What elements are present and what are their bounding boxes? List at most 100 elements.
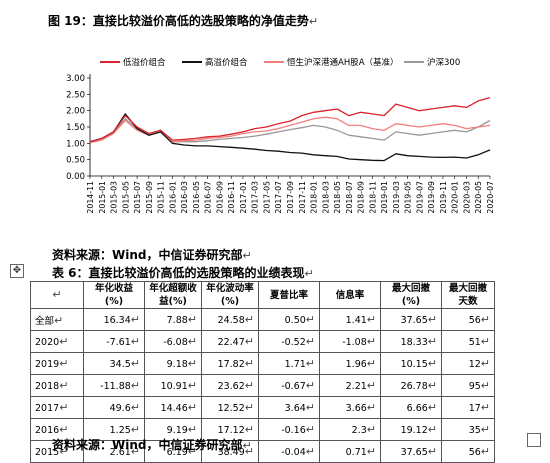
table-cell: 34.5↵ <box>83 352 145 375</box>
paragraph-mark: ↵ <box>308 15 319 28</box>
x-tick-label: 2019-07 <box>415 181 424 214</box>
paragraph-mark: ↵ <box>427 313 437 326</box>
legend-label: 低溢价组合 <box>123 57 166 68</box>
paragraph-mark: ↵ <box>427 357 437 370</box>
x-tick-label: 2016-07 <box>204 181 213 214</box>
table-row: 全部↵ 16.34↵ 7.88↵ 24.58↵ 0.50↵ 1.41↵ 37.65↵ 56↵ <box>30 308 495 331</box>
paragraph-mark: ↵ <box>480 445 490 458</box>
figure-title-text: 图 19：直接比较溢价高低的选股策略的净值走势 <box>48 14 309 28</box>
x-tick-label: 2020-05 <box>474 181 483 214</box>
paragraph-mark: ↵ <box>305 445 315 458</box>
table-cell: 17.82↵ <box>201 352 259 375</box>
paragraph-mark: ↵ <box>305 313 315 326</box>
x-tick-label: 2018-05 <box>333 181 342 214</box>
paragraph-mark: ↵ <box>427 335 437 348</box>
header-max-drawdown: 最大回撤(%) <box>380 281 442 309</box>
table-row: 2020↵ -7.61↵ -6.08↵ 22.47↵ -0.52↵ -1.08↵ 18.33… <box>30 330 495 353</box>
series-line <box>89 118 491 144</box>
y-tick-label: 0.50 <box>66 156 85 166</box>
table-cell: 12↵ <box>441 352 495 375</box>
paragraph-mark: ↵ <box>187 401 197 414</box>
paragraph-mark: ↵ <box>366 357 376 370</box>
table-cell: 24.58↵ <box>201 308 259 331</box>
paragraph-mark: ↵ <box>480 335 490 348</box>
x-tick-label: 2018-01 <box>310 181 319 214</box>
y-tick-label: 2.50 <box>66 90 85 100</box>
table-cell: 51↵ <box>441 330 495 353</box>
paragraph-mark: ↵ <box>244 357 254 370</box>
figure-title: 图 19：直接比较溢价高低的选股策略的净值走势↵ <box>48 12 318 29</box>
table-row: 2016↵ 1.25↵ 9.19↵ 17.12↵ -0.16↵ 2.3↵ 19.12↵ 35↵ <box>30 418 495 441</box>
paragraph-mark: ↵ <box>187 379 197 392</box>
table-row: 2019↵ 34.5↵ 9.18↵ 17.82↵ 1.71↵ 1.96↵ 10.15↵ 12↵ <box>30 352 495 375</box>
table-resize-handle[interactable] <box>527 433 541 447</box>
table-cell: 17↵ <box>441 396 495 419</box>
paragraph-mark: ↵ <box>427 445 437 458</box>
table-cell: 7.88↵ <box>144 308 202 331</box>
legend-label: 高溢价组合 <box>205 57 248 68</box>
x-tick-label: 2018-09 <box>357 181 366 214</box>
paragraph-mark: ↵ <box>305 357 315 370</box>
y-tick-label: 0.00 <box>66 172 85 182</box>
paragraph-mark: ↵ <box>366 445 376 458</box>
x-tick-label: 2015-11 <box>157 181 166 214</box>
table-title-text: 表 6：直接比较溢价高低的选股策略的业绩表现 <box>52 266 305 280</box>
paragraph-mark: ↵ <box>130 357 140 370</box>
paragraph-mark: ↵ <box>130 423 140 436</box>
paragraph-mark: ↵ <box>59 445 69 458</box>
table-cell: 16.34↵ <box>83 308 145 331</box>
paragraph-mark: ↵ <box>480 423 490 436</box>
table-cell: 37.65↵ <box>380 308 442 331</box>
paragraph-mark: ↵ <box>59 401 69 414</box>
paragraph-mark: ↵ <box>480 313 490 326</box>
table-header-row: ↵ 年化收益(%) 年化超额收益(%) 年化波动率(%) 夏普比率 信息率 最大… <box>30 281 495 309</box>
x-tick-label: 2016-05 <box>192 181 201 214</box>
header-info-ratio: 信息率 <box>319 281 381 309</box>
paragraph-mark: ↵ <box>480 357 490 370</box>
paragraph-mark: ↵ <box>244 379 254 392</box>
paragraph-mark: ↵ <box>130 313 140 326</box>
table-title: 表 6：直接比较溢价高低的选股策略的业绩表现↵ <box>52 264 314 281</box>
paragraph-mark: ↵ <box>59 357 69 370</box>
nav-line-chart: 低溢价组合 高溢价组合 恒生沪深港通AH股A（基准） 沪深300 0.00 0.50 1.0… <box>66 57 495 214</box>
row-label-cell: 2020↵ <box>30 330 84 353</box>
x-tick-label: 2017-01 <box>239 181 248 214</box>
table-cell: 35↵ <box>441 418 495 441</box>
x-tick-label: 2014-11 <box>86 181 95 214</box>
header-annual-excess: 年化超额收益(%) <box>144 281 202 309</box>
row-label-cell: 2018↵ <box>30 374 84 397</box>
x-tick-label: 2017-07 <box>274 181 283 214</box>
x-tick-label: 2019-05 <box>404 181 413 214</box>
x-tick-label: 2019-11 <box>439 181 448 214</box>
x-tick-label: 2020-01 <box>451 181 460 214</box>
paragraph-mark: ↵ <box>59 423 69 436</box>
paragraph-mark: ↵ <box>244 401 254 414</box>
table-cell: -0.52↵ <box>258 330 320 353</box>
table-cell: -11.88↵ <box>83 374 145 397</box>
table-cell: 10.15↵ <box>380 352 442 375</box>
paragraph-mark: ↵ <box>427 423 437 436</box>
x-tick-label: 2019-09 <box>427 181 436 214</box>
table-row: 2017↵ 49.6↵ 14.46↵ 12.52↵ 3.64↵ 3.66↵ 6.66↵ 17↵ <box>30 396 495 419</box>
x-tick-label: 2015-01 <box>98 181 107 214</box>
table-cell: -0.04↵ <box>258 440 320 463</box>
table-move-handle[interactable]: ✥ <box>10 264 24 278</box>
paragraph-mark: ↵ <box>187 423 197 436</box>
table-cell: 95↵ <box>441 374 495 397</box>
header-annual-return: 年化收益(%) <box>83 281 145 309</box>
x-tick-label: 2017-05 <box>262 181 271 214</box>
y-tick-label: 1.50 <box>66 123 85 133</box>
header-sharpe: 夏普比率 <box>258 281 320 309</box>
table-cell: 0.71↵ <box>319 440 381 463</box>
paragraph-mark: ↵ <box>130 445 140 458</box>
paragraph-mark: ↵ <box>480 401 490 414</box>
paragraph-mark: ↵ <box>305 401 315 414</box>
paragraph-mark: ↵ <box>244 313 254 326</box>
paragraph-mark: ↵ <box>59 379 69 392</box>
paragraph-mark: ↵ <box>187 335 197 348</box>
paragraph-mark: ↵ <box>366 313 376 326</box>
x-tick-label: 2015-07 <box>133 181 142 214</box>
table-row: 2018↵ -11.88↵ 10.91↵ 23.62↵ -0.67↵ 2.21↵ 26.78… <box>30 374 495 397</box>
table-cell: -6.08↵ <box>144 330 202 353</box>
paragraph-mark: ↵ <box>244 335 254 348</box>
